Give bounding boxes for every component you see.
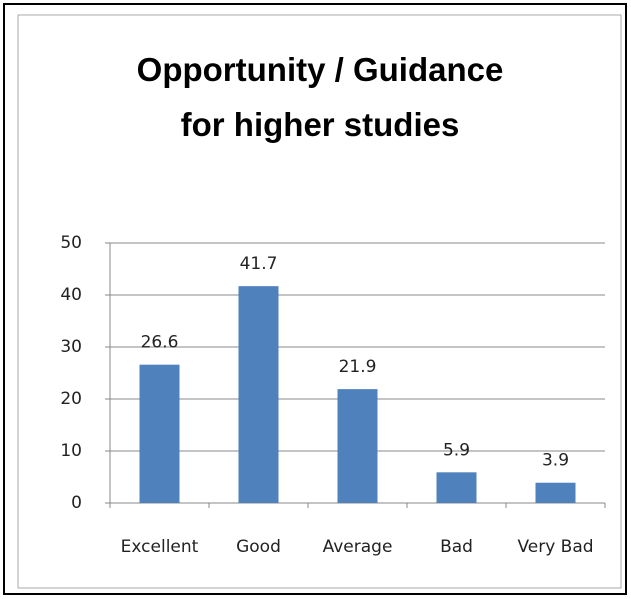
bar [238,286,279,503]
data-label: 26.6 [141,333,179,353]
bar [337,389,378,503]
x-tick-label: Very Bad [517,537,593,557]
bar [436,472,477,503]
y-tick-label: 30 [60,337,82,357]
y-tick-label: 50 [60,233,82,253]
x-tick-label: Bad [440,537,473,557]
chart-title: Opportunity / Guidance for higher studie… [136,51,504,143]
data-label: 41.7 [240,254,278,274]
y-tick-label: 40 [60,285,82,305]
y-tick-label: 10 [60,441,82,461]
y-tick-label: 0 [71,493,82,513]
chart-border [17,14,622,589]
x-tick-label: Good [236,537,281,557]
outer-border [3,3,627,595]
x-tick-label: Excellent [121,537,199,557]
data-label: 3.9 [542,451,569,471]
x-tick-label: Average [323,537,393,557]
bar [535,482,576,503]
y-tick-label: 20 [60,389,82,409]
data-label: 21.9 [339,357,377,377]
bar [139,364,180,503]
data-label: 5.9 [443,440,470,460]
